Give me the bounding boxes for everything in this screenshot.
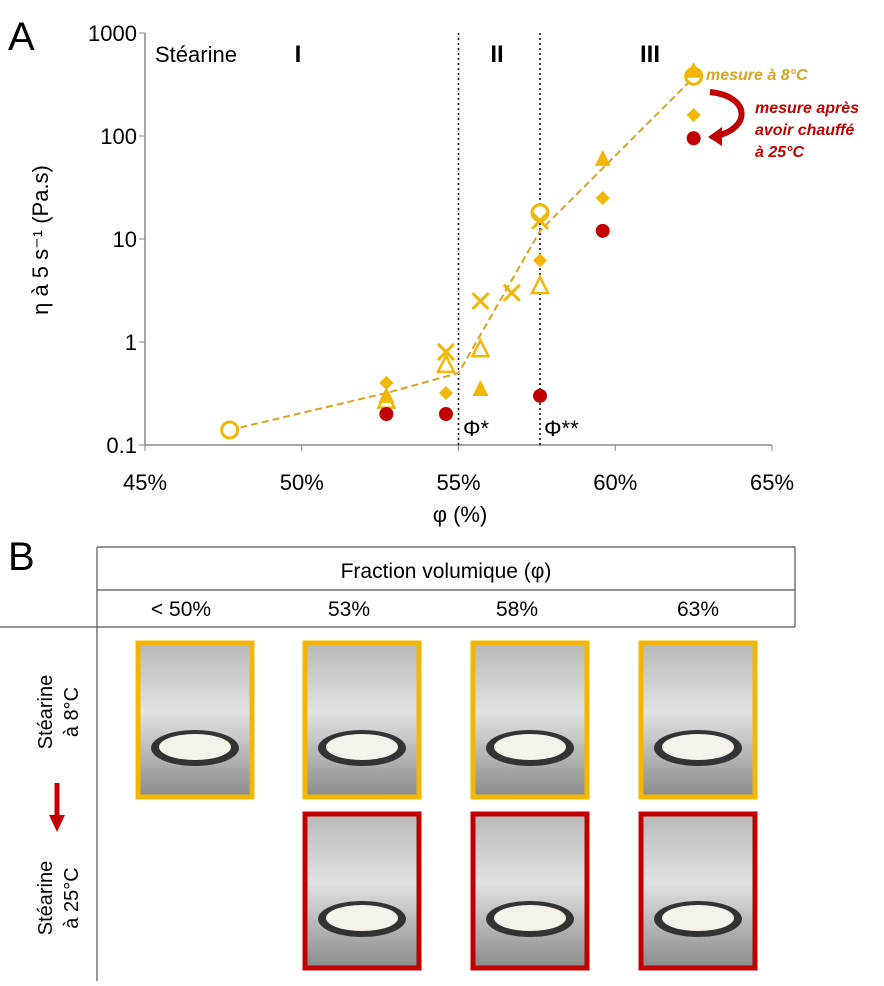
photos [135,640,758,971]
photo-detail [494,905,566,931]
trend-line [229,76,695,431]
annotation: mesure à 8°C [706,67,808,84]
photo [638,640,758,800]
photo [135,640,255,800]
y-tick-label: 10 [113,227,137,252]
y-tick-label: 1 [125,330,137,355]
data-point [220,420,240,440]
column-header: 63% [677,598,719,621]
photo [470,811,590,971]
y-tick-label: 1000 [88,21,137,46]
data-point [686,107,701,122]
photo-detail [159,734,231,760]
arrow-head [708,127,722,146]
annotation: à 25°C [755,144,805,161]
x-tick-label: 45% [123,470,167,495]
photo-detail [662,905,734,931]
data-point [470,337,491,358]
x-tick-label: 55% [436,470,480,495]
data-point [438,385,453,400]
photo-detail [326,734,398,760]
row-header: à 25°C [61,867,83,928]
photo [470,640,590,800]
column-header: 53% [328,598,370,621]
x-tick-label: 50% [280,470,324,495]
y-tick-label: 100 [100,124,137,149]
photo [638,811,758,971]
photo-detail [326,905,398,931]
photo-detail [494,734,566,760]
data-point [533,253,548,268]
x-axis-label: φ (%) [433,502,488,527]
arrow [709,89,745,139]
data-point [379,406,394,421]
data-point [529,274,551,295]
photo-detail [662,734,734,760]
annotation: avoir chauffé [755,122,854,139]
data-point [595,223,610,238]
data-point [595,191,610,206]
region-label: II [490,41,503,68]
data-point [438,406,453,421]
data-point [686,131,701,146]
x-tick-label: 60% [593,470,637,495]
row-header: Stéarine [35,861,57,936]
panel-label: B [8,535,35,579]
photo [302,640,422,800]
annotation: mesure après [755,100,859,117]
data-point [594,149,611,166]
y-tick-label: 0.1 [106,433,137,458]
data-point [530,211,550,230]
data-point [502,283,521,302]
table-grid [0,546,796,981]
annotation: Stéarine [155,42,237,67]
row-header: à 8°C [61,687,83,737]
region-label: III [640,41,660,68]
region-label: I [295,41,302,68]
annotation: Φ** [544,416,579,441]
data-point [436,342,456,362]
data-point [472,379,489,396]
table-header: Fraction volumique (φ) [341,560,552,583]
data-point [530,203,550,223]
arrow-head [49,815,65,832]
column-header: 58% [496,598,538,621]
annotation: Φ* [463,416,490,441]
data-point [378,386,395,403]
column-header: < 50% [151,598,211,621]
photo [302,811,422,971]
data-point [435,353,456,374]
data-point [533,388,548,403]
x-tick-label: 65% [750,470,794,495]
data-point [471,291,490,311]
row-header: Stéarine [35,675,57,750]
y-axis-label: η à 5 s⁻¹ (Pa.s) [28,165,53,315]
data-point [379,375,394,390]
panel-label: A [8,15,35,59]
data-point [685,61,702,78]
